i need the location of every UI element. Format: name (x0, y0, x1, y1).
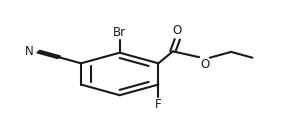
Text: Br: Br (113, 26, 126, 39)
Text: O: O (200, 58, 210, 71)
Text: O: O (173, 24, 182, 37)
Text: F: F (155, 98, 162, 111)
Text: N: N (25, 45, 34, 58)
